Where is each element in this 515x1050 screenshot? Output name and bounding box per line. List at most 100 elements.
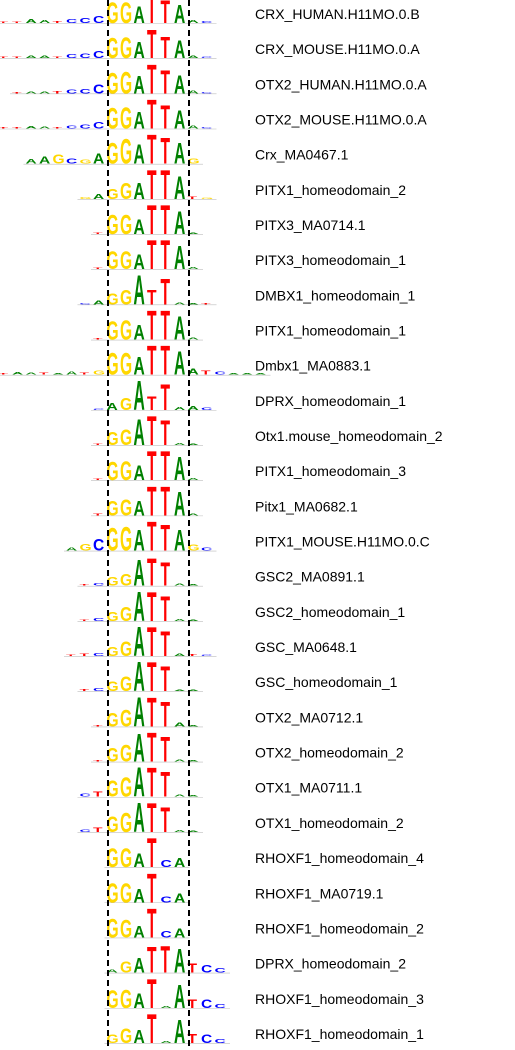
logo-letter-t: T	[147, 302, 157, 348]
motif-label: RHOXF1_homeodomain_1	[255, 1026, 424, 1042]
logo-letter-a: A	[107, 400, 119, 412]
logo-letter-a: A	[255, 373, 266, 375]
logo-letter-t: T	[93, 268, 103, 270]
logo-letter-a: A	[39, 56, 50, 60]
logo-letter-a: A	[174, 302, 185, 305]
logo-letter-t: T	[93, 725, 103, 727]
logo-letter-g: G	[120, 878, 132, 909]
logo-letter-t: T	[161, 377, 171, 419]
logo-letter-g: G	[107, 523, 119, 559]
motif-label: GSC2_MA0891.1	[255, 569, 365, 585]
logo-letter-t: T	[0, 127, 8, 129]
logo-letter-g: G	[201, 197, 213, 199]
logo-letter-g: G	[120, 65, 132, 101]
motif-label: OTX2_MOUSE.H11MO.0.A	[255, 112, 427, 128]
logo-letter-g: G	[120, 637, 132, 661]
logo-letter-t: T	[161, 764, 171, 804]
logo-letter-a: A	[174, 485, 185, 524]
logo-letter-a: A	[39, 91, 50, 94]
logo-letter-g: G	[120, 520, 132, 559]
logo-letter-t: T	[188, 961, 198, 975]
logo-letter-a: A	[134, 989, 145, 1013]
logo-letter-t: T	[161, 518, 171, 560]
logo-letter-a: A	[12, 372, 23, 376]
logo-letter-a: A	[174, 723, 186, 728]
logo-letter-g: G	[120, 672, 132, 696]
logo-letter-a: A	[188, 830, 199, 832]
logo-letter-a: A	[188, 267, 199, 270]
logo-letter-g: G	[107, 248, 119, 276]
logo-letter-a: A	[188, 513, 199, 516]
logo-letter-c: C	[215, 966, 227, 974]
logo-letter-t: T	[161, 338, 171, 384]
logo-letter-a: A	[134, 953, 146, 977]
logo-letter-t: T	[161, 940, 171, 982]
logo-letter-t: T	[12, 21, 22, 23]
logo-letter-c: C	[161, 858, 173, 869]
logo-letter-t: T	[93, 232, 103, 234]
logo-letter-a: A	[39, 154, 51, 166]
logo-letter-t: T	[161, 32, 171, 66]
logo-letter-g: G	[107, 209, 119, 240]
logo-letter-g: G	[120, 843, 132, 874]
logo-letter-a: A	[174, 830, 185, 833]
logo-letter-g: G	[120, 179, 132, 205]
logo-letter-g: G	[107, 744, 119, 766]
logo-letter-a: A	[188, 478, 199, 481]
logo-letter-c: C	[215, 1003, 227, 1009]
logo-letter-t: T	[147, 865, 157, 911]
logo-letter-t: T	[66, 654, 76, 656]
logo-letter-g: G	[120, 985, 132, 1014]
motif-label: RHOXF1_MA0719.1	[255, 885, 384, 901]
logo-letter-t: T	[0, 21, 8, 23]
logo-letter-g: G	[107, 102, 119, 134]
logo-letter-g: G	[120, 315, 132, 346]
logo-letter-t: T	[161, 131, 171, 173]
logo-letter-a: A	[174, 407, 185, 411]
logo-letter-t: T	[147, 408, 157, 454]
motif-label: Pitx1_MA0682.1	[255, 498, 358, 514]
logo-letter-a: A	[134, 654, 145, 700]
logo-letter-t: T	[93, 790, 103, 799]
logo-letter-a: A	[174, 942, 185, 981]
logo-letter-c: C	[93, 408, 104, 410]
logo-letter-g: G	[120, 32, 132, 66]
logo-letter-g: G	[120, 1024, 132, 1048]
motif-logo: TTAATCCCGGATTAAC	[0, 0, 217, 32]
logo-letter-t: T	[161, 272, 171, 314]
logo-letter-g: G	[188, 543, 200, 552]
logo-letter-a: A	[134, 1027, 145, 1047]
logo-letter-t: T	[12, 92, 22, 94]
logo-letter-a: A	[134, 619, 145, 665]
logo-letter-t: T	[147, 971, 157, 1017]
motif-label: DPRX_homeodomain_2	[255, 956, 406, 972]
logo-letter-c: C	[93, 583, 104, 587]
logo-letter-g: G	[120, 706, 132, 732]
logo-letter-t: T	[147, 21, 157, 67]
logo-letter-t: T	[147, 654, 157, 700]
logo-letter-c: C	[93, 618, 104, 622]
logo-letter-t: T	[147, 724, 157, 770]
logo-letter-a: A	[134, 267, 145, 313]
logo-letter-a: A	[134, 461, 146, 485]
logo-letter-t: T	[53, 56, 63, 58]
logo-letter-t: T	[161, 555, 171, 593]
motif-label: RHOXF1_homeodomain_3	[255, 991, 424, 1007]
motif-label: OTX1_homeodomain_2	[255, 815, 404, 831]
motif-label: OTX2_MA0712.1	[255, 709, 363, 725]
logo-letter-t: T	[188, 1031, 198, 1045]
logo-letter-g: G	[107, 843, 119, 874]
logo-letter-a: A	[174, 619, 185, 622]
motif-labels: CRX_HUMAN.H11MO.0.B CRX_MOUSE.H11MO.0.A OT…	[255, 6, 443, 1042]
logo-letter-a: A	[134, 412, 145, 454]
logo-letter-a: A	[188, 125, 199, 129]
logo-letter-c: C	[93, 82, 104, 96]
logo-letter-a: A	[134, 727, 145, 770]
